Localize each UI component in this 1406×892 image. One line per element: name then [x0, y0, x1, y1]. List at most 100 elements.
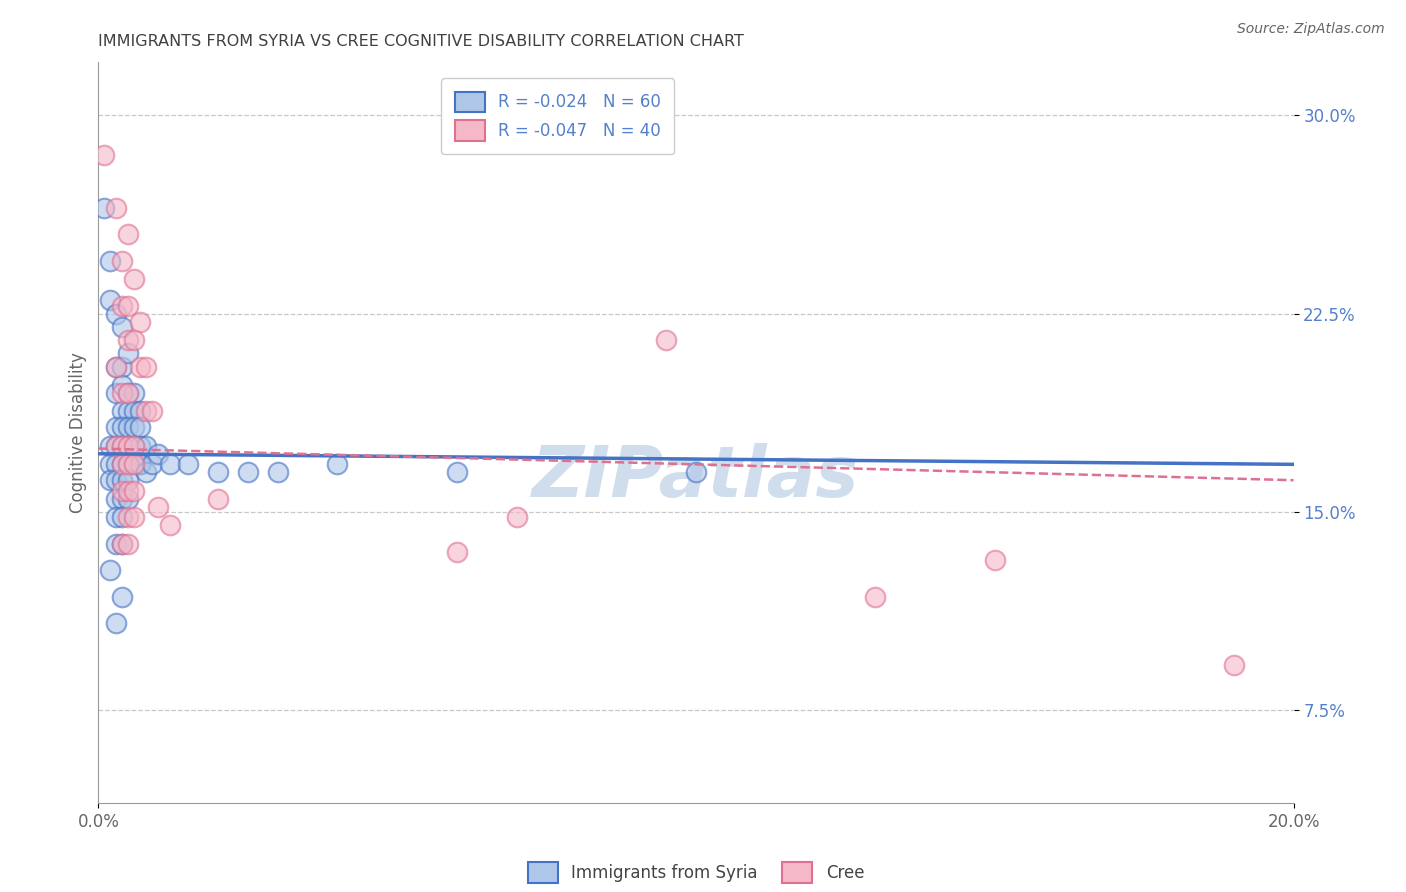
Point [129, 359, 152, 374]
Point [207, 491, 229, 506]
Point [159, 518, 181, 533]
Point [105, 510, 128, 524]
Point [117, 491, 139, 506]
Point [177, 458, 200, 472]
Point [105, 201, 128, 215]
Point [117, 404, 139, 418]
Point [135, 359, 157, 374]
Point [685, 465, 707, 479]
Point [124, 272, 146, 286]
Point [105, 386, 128, 401]
Point [124, 333, 146, 347]
Point [124, 420, 146, 434]
Point [141, 404, 163, 418]
Point [111, 473, 134, 487]
Point [135, 404, 157, 418]
Point [129, 404, 152, 418]
Text: ZIPatlas: ZIPatlas [533, 442, 859, 511]
Point [111, 439, 134, 453]
Point [93, 201, 115, 215]
Point [236, 465, 259, 479]
Point [124, 439, 146, 453]
Point [129, 439, 152, 453]
Point [98, 439, 122, 453]
Point [117, 420, 139, 434]
Point [111, 253, 134, 268]
Point [159, 458, 181, 472]
Text: Source: ZipAtlas.com: Source: ZipAtlas.com [1237, 22, 1385, 37]
Point [655, 333, 678, 347]
Point [124, 458, 146, 472]
Point [506, 510, 529, 524]
Point [111, 590, 134, 604]
Point [124, 510, 146, 524]
Point [117, 333, 139, 347]
Point [111, 439, 134, 453]
Point [117, 386, 139, 401]
Y-axis label: Cognitive Disability: Cognitive Disability [69, 352, 87, 513]
Point [117, 483, 139, 498]
Point [111, 386, 134, 401]
Point [124, 483, 146, 498]
Point [124, 386, 146, 401]
Point [111, 404, 134, 418]
Point [148, 500, 170, 514]
Point [111, 359, 134, 374]
Point [111, 299, 134, 313]
Point [141, 458, 163, 472]
Point [117, 439, 139, 453]
Point [111, 319, 134, 334]
Point [111, 510, 134, 524]
Point [117, 458, 139, 472]
Point [129, 458, 152, 472]
Point [105, 307, 128, 321]
Point [124, 458, 146, 472]
Point [129, 420, 152, 434]
Point [207, 465, 229, 479]
Point [93, 148, 115, 162]
Point [446, 544, 468, 558]
Legend: Immigrants from Syria, Cree: Immigrants from Syria, Cree [522, 855, 870, 889]
Point [267, 465, 290, 479]
Point [111, 378, 134, 392]
Point [105, 536, 128, 550]
Point [111, 420, 134, 434]
Point [135, 439, 157, 453]
Point [117, 473, 139, 487]
Point [446, 465, 468, 479]
Point [117, 458, 139, 472]
Point [124, 404, 146, 418]
Point [105, 615, 128, 630]
Point [117, 227, 139, 242]
Point [105, 439, 128, 453]
Point [117, 510, 139, 524]
Point [105, 458, 128, 472]
Point [111, 458, 134, 472]
Point [1223, 658, 1246, 673]
Point [117, 536, 139, 550]
Point [129, 314, 152, 328]
Point [98, 563, 122, 577]
Point [148, 447, 170, 461]
Point [111, 491, 134, 506]
Point [98, 293, 122, 308]
Point [105, 491, 128, 506]
Point [124, 439, 146, 453]
Point [105, 439, 128, 453]
Point [111, 483, 134, 498]
Point [105, 420, 128, 434]
Point [117, 386, 139, 401]
Point [117, 346, 139, 360]
Point [111, 536, 134, 550]
Point [111, 536, 134, 550]
Text: IMMIGRANTS FROM SYRIA VS CREE COGNITIVE DISABILITY CORRELATION CHART: IMMIGRANTS FROM SYRIA VS CREE COGNITIVE … [98, 34, 744, 49]
Point [105, 473, 128, 487]
Point [98, 253, 122, 268]
Point [135, 465, 157, 479]
Point [98, 458, 122, 472]
Point [111, 458, 134, 472]
Point [105, 359, 128, 374]
Point [117, 299, 139, 313]
Point [984, 552, 1007, 566]
Point [105, 359, 128, 374]
